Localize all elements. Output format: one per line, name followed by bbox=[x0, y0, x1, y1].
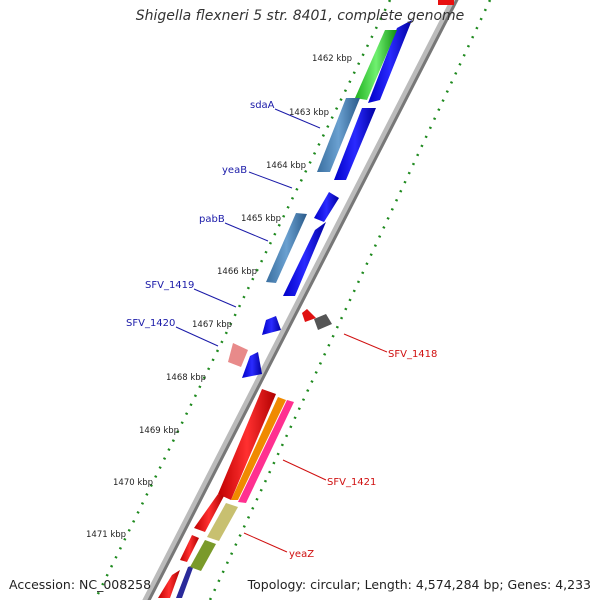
gene-label[interactable]: SFV_1420 bbox=[126, 318, 175, 329]
gene-label[interactable]: yeaZ bbox=[289, 549, 314, 560]
tick-label: 1471 kbp bbox=[86, 530, 126, 540]
label-leader bbox=[193, 288, 237, 308]
gene-forward[interactable] bbox=[368, 20, 412, 103]
gene-magenta[interactable] bbox=[238, 400, 294, 503]
gene-label[interactable]: SFV_1418 bbox=[388, 349, 437, 360]
gene-grey[interactable] bbox=[314, 314, 332, 330]
scale-line-left bbox=[93, 0, 392, 600]
tick-label: 1466 kbp bbox=[217, 267, 257, 277]
gene-red[interactable] bbox=[158, 570, 180, 598]
gene-red[interactable] bbox=[302, 309, 316, 322]
backbone-outer bbox=[142, 0, 456, 600]
label-leader bbox=[224, 222, 269, 242]
gene-forward[interactable] bbox=[314, 192, 339, 222]
gene-red[interactable] bbox=[194, 494, 224, 532]
tick-label: 1462 kbp bbox=[312, 54, 352, 64]
gene-red[interactable] bbox=[218, 389, 276, 500]
gene-red[interactable] bbox=[180, 535, 199, 562]
gene-red-top[interactable] bbox=[438, 0, 454, 5]
gene-green[interactable] bbox=[355, 30, 397, 100]
tick-label: 1467 kbp bbox=[192, 320, 232, 330]
gene-orange[interactable] bbox=[231, 397, 286, 500]
tick-label: 1470 kbp bbox=[113, 478, 153, 488]
gene-label[interactable]: sdaA bbox=[250, 100, 275, 111]
gene-label[interactable]: SFV_1421 bbox=[327, 477, 376, 488]
genome-title: Shigella flexneri 5 str. 8401, complete … bbox=[135, 8, 465, 24]
left-gene-labels: sdaA yeaB pabB SFV_1419 SFV_1420 bbox=[126, 100, 321, 347]
label-leader bbox=[175, 326, 219, 347]
gene-forward[interactable] bbox=[176, 565, 194, 598]
tick-label: 1463 kbp bbox=[289, 108, 329, 118]
topology-text: Topology: circular; Length: 4,574,284 bp… bbox=[247, 577, 591, 592]
tick-label: 1468 kbp bbox=[166, 373, 206, 383]
gene-steelblue[interactable] bbox=[266, 213, 307, 283]
gene-forward[interactable] bbox=[334, 108, 376, 180]
label-leader bbox=[343, 333, 388, 353]
gene-label[interactable]: pabB bbox=[199, 214, 225, 225]
forward-strand-genes bbox=[176, 20, 412, 598]
gene-steelblue[interactable] bbox=[317, 98, 360, 172]
tick-labels: 1462 kbp 1463 kbp 1464 kbp 1465 kbp 1466… bbox=[86, 54, 352, 540]
right-gene-labels: SFV_1418 SFV_1421 yeaZ bbox=[243, 333, 437, 560]
gene-khaki[interactable] bbox=[207, 503, 238, 541]
inner-track-genes bbox=[158, 0, 454, 598]
gene-olive[interactable] bbox=[190, 540, 216, 571]
label-leader bbox=[274, 108, 321, 129]
gene-forward[interactable] bbox=[242, 352, 262, 378]
tick-label: 1469 kbp bbox=[139, 426, 179, 436]
gene-forward[interactable] bbox=[262, 316, 281, 335]
label-leader bbox=[243, 532, 288, 553]
tick-label: 1464 kbp bbox=[266, 161, 306, 171]
tick-label: 1465 kbp bbox=[241, 214, 281, 224]
backbone bbox=[147, 0, 459, 600]
scale-line-right bbox=[208, 0, 492, 600]
gene-label[interactable]: yeaB bbox=[222, 165, 247, 176]
gene-pink[interactable] bbox=[228, 343, 248, 367]
gene-forward[interactable] bbox=[283, 222, 326, 296]
label-leader bbox=[282, 459, 327, 481]
label-leader bbox=[248, 171, 293, 189]
gene-label[interactable]: SFV_1419 bbox=[145, 280, 194, 291]
accession-text: Accession: NC_008258 bbox=[9, 577, 152, 592]
